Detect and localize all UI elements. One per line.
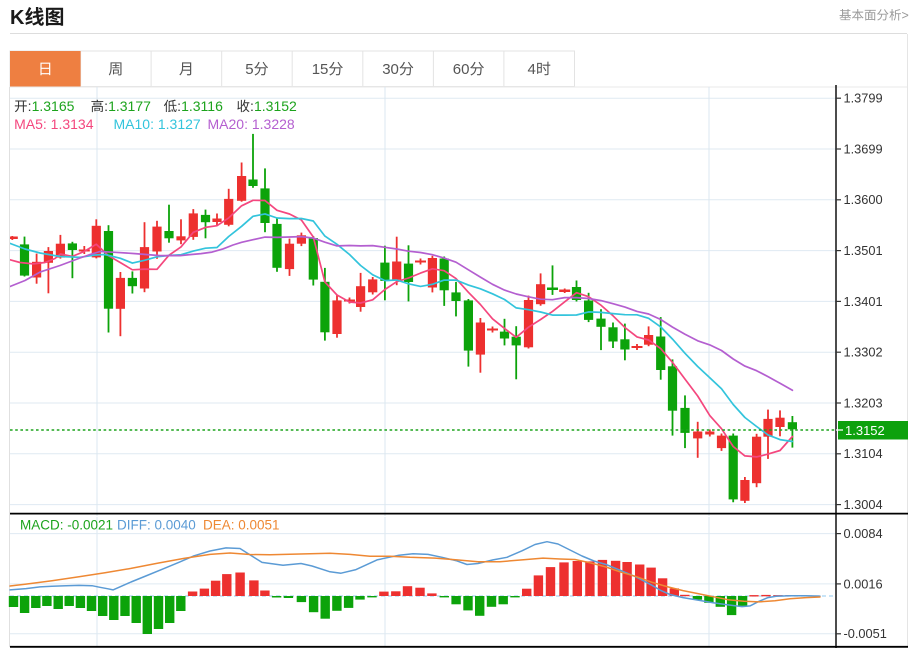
svg-text::: :	[28, 98, 32, 114]
svg-text:DEA: 0.0051: DEA: 0.0051	[203, 518, 280, 533]
svg-text:1.3004: 1.3004	[844, 497, 883, 512]
svg-text:1.3799: 1.3799	[844, 91, 883, 106]
svg-text:MACD: -0.0021: MACD: -0.0021	[20, 518, 113, 533]
svg-text:1.3165: 1.3165	[32, 98, 75, 114]
svg-text:60: 60	[453, 61, 470, 78]
svg-text::: :	[177, 98, 181, 114]
svg-text:30: 30	[382, 61, 399, 78]
svg-text:1.3302: 1.3302	[844, 345, 883, 360]
svg-text:15: 15	[312, 61, 329, 78]
svg-text:1.3501: 1.3501	[844, 243, 883, 258]
svg-text:MA10: 1.3127: MA10: 1.3127	[114, 116, 201, 132]
svg-text:1.3152: 1.3152	[845, 423, 885, 438]
svg-text:1.3203: 1.3203	[844, 395, 883, 410]
svg-text:4: 4	[528, 61, 536, 78]
svg-text:1.3177: 1.3177	[108, 98, 151, 114]
svg-text:0.0084: 0.0084	[844, 526, 883, 541]
svg-text:1.3600: 1.3600	[844, 192, 883, 207]
svg-text:1.3116: 1.3116	[181, 98, 223, 114]
svg-text:1.3152: 1.3152	[254, 98, 297, 114]
svg-text:MA20: 1.3228: MA20: 1.3228	[208, 116, 295, 132]
svg-text::: :	[104, 98, 108, 114]
svg-text:>: >	[902, 9, 909, 23]
svg-text:5: 5	[245, 61, 253, 78]
svg-text:MA5: 1.3134: MA5: 1.3134	[14, 116, 94, 132]
svg-text:1.3699: 1.3699	[844, 141, 883, 156]
svg-text:K: K	[10, 7, 25, 29]
svg-text:1.3401: 1.3401	[844, 294, 883, 309]
svg-text:1.3104: 1.3104	[844, 446, 883, 461]
svg-text::: :	[250, 98, 254, 114]
svg-text:DIFF: 0.0040: DIFF: 0.0040	[117, 518, 196, 533]
svg-text:-0.0051: -0.0051	[844, 626, 887, 641]
svg-text:0.0016: 0.0016	[844, 576, 883, 591]
